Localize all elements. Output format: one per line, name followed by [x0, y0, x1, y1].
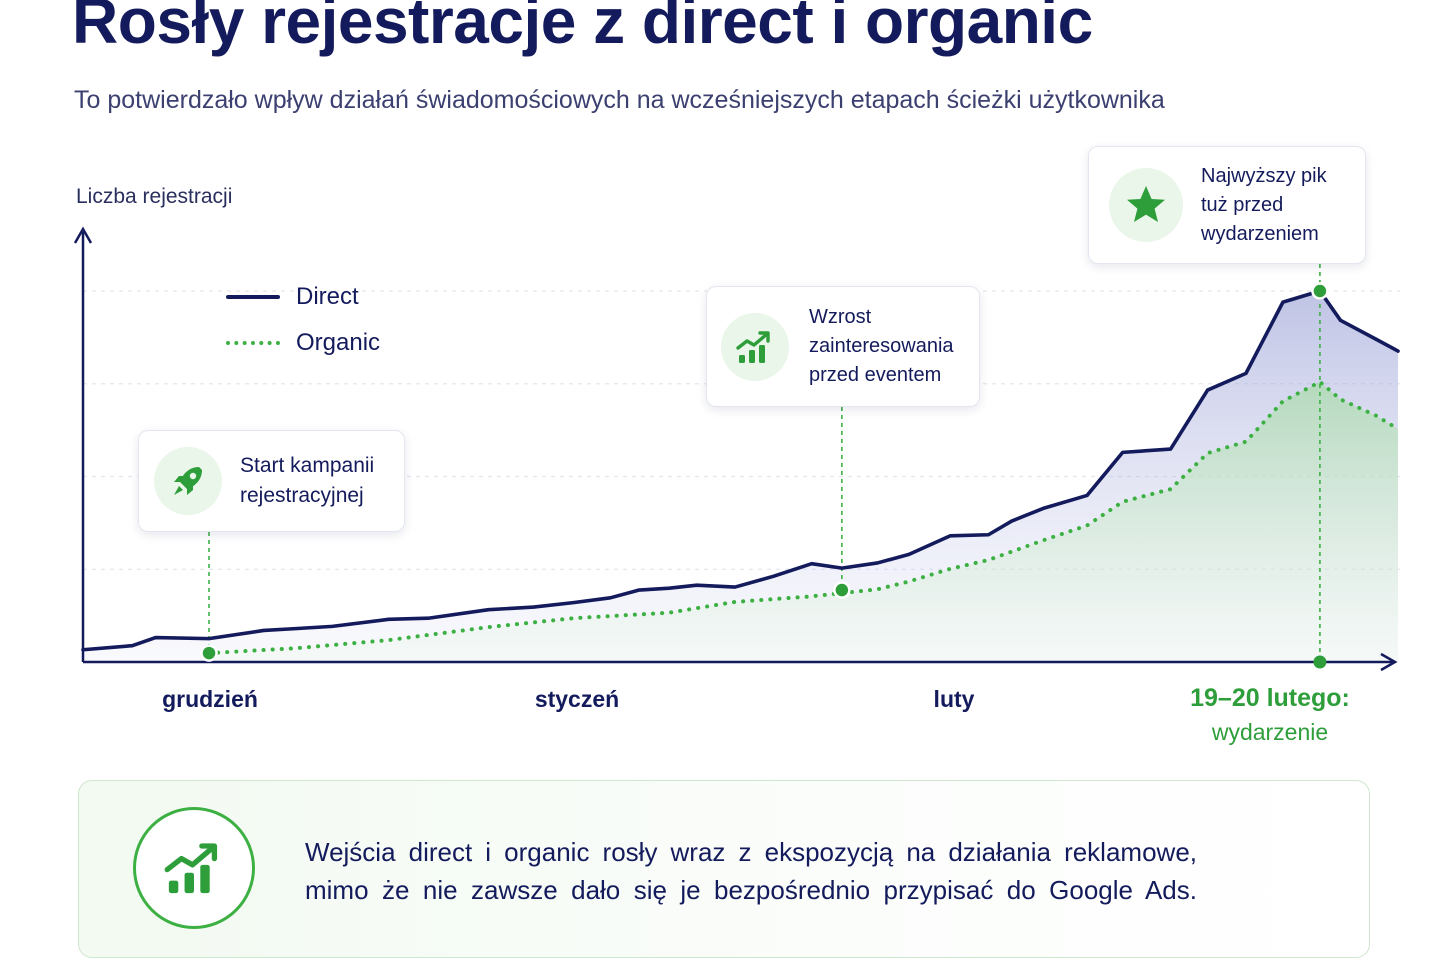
annotation-peak: Najwyższy pik tuż przed wydarzeniem — [1088, 146, 1366, 264]
event-axis-marker — [1313, 655, 1327, 669]
chart-legend: Direct Organic — [226, 274, 380, 366]
insight-text: Wejścia direct i organic rosły wraz z ek… — [305, 833, 1197, 909]
event-date: 19–20 lutego: — [1190, 684, 1350, 712]
insight-line-2: mimo że nie zawsze dało się je bezpośred… — [305, 875, 1197, 905]
insight-box: Wejścia direct i organic rosły wraz z ek… — [78, 780, 1370, 958]
annotation-campaign-start: Start kampanii rejestracyjnej — [138, 430, 405, 532]
y-axis-label: Liczba rejestracji — [76, 185, 233, 208]
series-line-direct — [81, 289, 1400, 652]
x-tick-february: luty — [933, 686, 975, 712]
annotation-text: Start kampanii rejestracyjnej — [240, 454, 375, 507]
legend-label-direct: Direct — [296, 283, 359, 310]
legend-item-direct: Direct — [226, 274, 380, 320]
y-axis-arrow — [73, 226, 93, 244]
annotation-marker-growth — [833, 581, 851, 599]
legend-item-organic: Organic — [226, 320, 380, 366]
legend-swatch-direct — [226, 295, 280, 299]
x-tick-december: grudzień — [162, 686, 258, 712]
legend-swatch-organic — [226, 341, 280, 345]
area-organic — [209, 381, 1398, 662]
growth-chart-icon — [133, 807, 255, 929]
annotation-marker-peak — [1311, 282, 1329, 300]
page-subtitle: To potwierdzało wpływ działań świadomośc… — [74, 86, 1165, 114]
insight-line-1: Wejścia direct i organic rosły wraz z ek… — [305, 837, 1197, 867]
annotation-text: Najwyższy pik tuż przed wydarzeniem — [1201, 164, 1327, 245]
series-line-organic — [207, 379, 1400, 656]
annotation-text: Wzrost zainteresowania przed eventem — [809, 306, 954, 386]
annotation-marker-start — [200, 644, 218, 662]
rocket-icon — [154, 447, 222, 515]
x-tick-january: styczeń — [534, 686, 620, 712]
star-icon — [1109, 168, 1183, 242]
growth-chart-icon — [721, 312, 789, 381]
x-axis-arrow — [1380, 652, 1398, 672]
annotation-interest-growth: Wzrost zainteresowania przed eventem — [706, 286, 980, 407]
event-name: wydarzenie — [1211, 719, 1329, 745]
legend-label-organic: Organic — [296, 329, 381, 356]
x-tick-event: 19–20 lutego: wydarzenie — [1190, 684, 1350, 746]
page-title: Rosły rejestracje z direct i organic — [72, 0, 1093, 57]
